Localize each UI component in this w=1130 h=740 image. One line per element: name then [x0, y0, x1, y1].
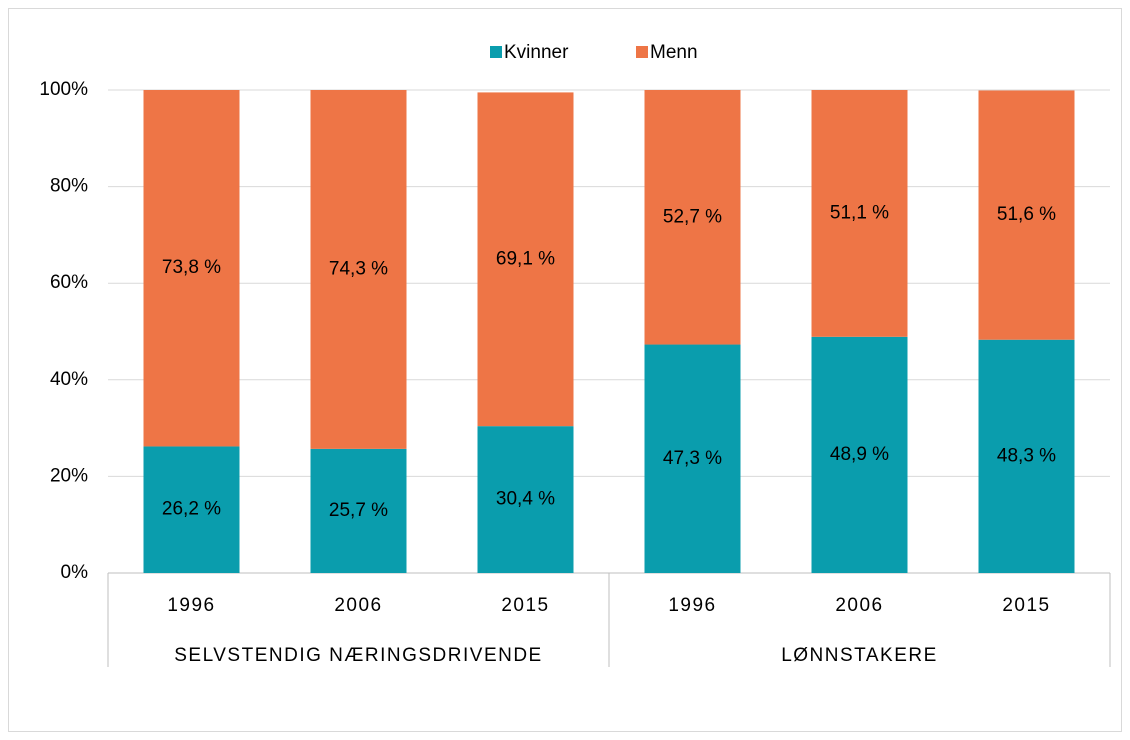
bar-segment	[978, 90, 1075, 340]
bar-segment	[811, 336, 908, 573]
legend-swatch	[636, 46, 648, 58]
data-label: 52,7 %	[663, 206, 722, 227]
bar-segment	[978, 339, 1075, 573]
x-tick-label: 2015	[1002, 595, 1050, 616]
bar-segment	[644, 344, 741, 573]
bar-segment	[811, 90, 908, 337]
y-tick-label: 60%	[50, 272, 88, 293]
x-tick-label: 2006	[835, 595, 883, 616]
data-label: 51,1 %	[830, 202, 889, 223]
x-tick-label: 2006	[334, 595, 382, 616]
group-label: SELVSTENDIG NÆRINGSDRIVENDE	[174, 645, 542, 666]
bar-segment	[310, 90, 407, 449]
bar-segment	[477, 92, 574, 427]
data-label: 47,3 %	[663, 448, 722, 469]
x-tick-label: 1996	[668, 595, 716, 616]
y-tick-label: 100%	[39, 79, 88, 100]
group-label: LØNNSTAKERE	[781, 645, 938, 666]
data-label: 25,7 %	[329, 500, 388, 521]
chart-frame	[8, 8, 1122, 732]
data-label: 74,3 %	[329, 258, 388, 279]
y-tick-label: 0%	[61, 562, 89, 583]
y-tick-label: 40%	[50, 369, 88, 390]
data-label: 69,1 %	[496, 248, 555, 269]
y-tick-label: 80%	[50, 176, 88, 197]
x-tick-label: 2015	[501, 595, 549, 616]
y-tick-label: 20%	[50, 465, 88, 486]
x-tick-label: 1996	[167, 595, 215, 616]
data-label: 73,8 %	[162, 257, 221, 278]
legend-label: Kvinner	[504, 42, 569, 63]
data-label: 26,2 %	[162, 499, 221, 520]
legend-label: Menn	[650, 42, 698, 63]
bar-segment	[644, 90, 741, 345]
legend-swatch	[490, 46, 502, 58]
data-label: 48,9 %	[830, 444, 889, 465]
data-label: 48,3 %	[997, 445, 1056, 466]
bar-segment	[143, 90, 240, 447]
data-label: 51,6 %	[997, 204, 1056, 225]
bar-segment	[143, 446, 240, 573]
bar-segment	[310, 448, 407, 573]
data-label: 30,4 %	[496, 489, 555, 510]
bar-segment	[477, 426, 574, 573]
